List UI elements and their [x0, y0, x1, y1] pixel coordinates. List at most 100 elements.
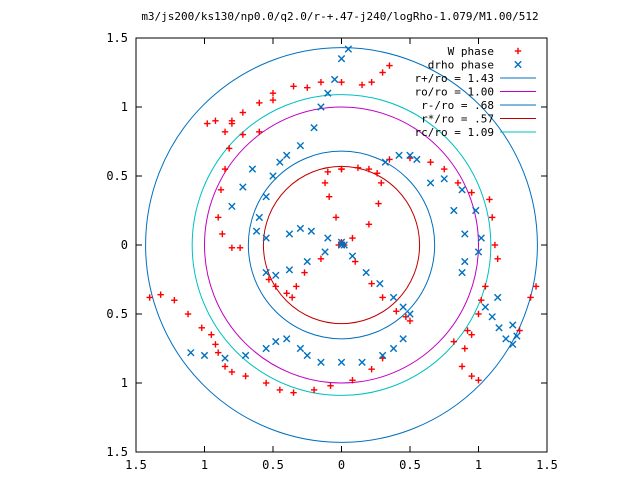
series-0-point	[290, 83, 297, 90]
series-1-point	[310, 124, 318, 132]
series-0-point	[215, 349, 222, 356]
series-0-point	[491, 241, 499, 249]
series-0-point	[468, 189, 475, 196]
series-1-point	[324, 234, 332, 242]
series-0-point	[365, 165, 373, 173]
series-1-point	[378, 351, 387, 360]
series-0-point	[228, 368, 236, 376]
series-1-point	[358, 358, 366, 366]
series-1-point	[362, 268, 370, 277]
series-1-point	[413, 155, 421, 164]
series-1-point	[399, 335, 407, 343]
y-tick-label: 1.5	[106, 31, 128, 45]
legend-label: r-/ro = .68	[421, 99, 494, 112]
series-0-point	[461, 345, 468, 352]
series-1-point	[461, 257, 469, 266]
series-0-point	[219, 230, 226, 238]
series-0-point	[368, 280, 375, 287]
series-0-point	[527, 294, 534, 301]
x-tick-label: 0	[338, 458, 345, 472]
series-1-point	[276, 158, 284, 166]
series-1-point	[399, 303, 407, 311]
series-1-point	[440, 175, 448, 183]
series-1-point	[324, 89, 332, 97]
series-1-point	[477, 234, 485, 242]
series-1-point	[262, 193, 270, 201]
series-0-point	[321, 179, 329, 187]
series-0-point	[482, 283, 489, 290]
series-1-point	[458, 268, 466, 277]
series-0-point	[373, 170, 381, 177]
series-0-point	[283, 290, 290, 297]
series-1-point	[262, 268, 270, 277]
series-0-point	[468, 331, 475, 338]
series-1-point	[509, 321, 517, 329]
series-0-point	[332, 214, 340, 221]
legend-label: rc/ro = 1.09	[415, 126, 494, 139]
series-0-point	[475, 310, 482, 318]
series-0-point	[368, 366, 375, 373]
series-0-point	[228, 120, 236, 127]
series-0-point	[386, 62, 393, 69]
series-0-point	[242, 372, 249, 380]
y-tick-label: 0.5	[106, 169, 128, 183]
series-0-point	[256, 99, 263, 107]
series-1-point	[481, 303, 490, 311]
series-0-point	[215, 214, 222, 221]
series-0-point	[217, 186, 225, 193]
series-1-point	[389, 344, 398, 353]
legend-label: r*/ro = .57	[421, 113, 494, 126]
series-0-point	[532, 283, 540, 290]
series-1-point	[262, 344, 270, 353]
series-1-point	[502, 335, 510, 343]
series-0-point	[379, 69, 386, 76]
series-1-point	[509, 340, 517, 349]
series-1-point	[285, 266, 294, 274]
series-1-point	[272, 271, 280, 280]
series-1-point	[187, 348, 195, 357]
series-0-point	[146, 294, 153, 301]
series-1-point	[395, 151, 403, 159]
series-0-point	[293, 283, 300, 290]
series-0-point	[221, 128, 229, 136]
series-1-point	[406, 310, 414, 318]
series-1-point	[376, 279, 384, 288]
y-tick-label: 0	[121, 238, 128, 252]
series-0-point	[228, 244, 236, 251]
series-1-point	[493, 293, 502, 302]
series-0-point	[304, 84, 311, 91]
series-0-point	[221, 363, 229, 370]
series-1-point	[317, 358, 325, 366]
chart-title: m3/js200/ks130/np0.0/q2.0/r-+.47-j240/lo…	[141, 10, 538, 23]
series-1-point	[228, 202, 236, 211]
circle-4	[191, 94, 492, 396]
series-0-point	[256, 128, 263, 136]
series-0-point	[239, 131, 247, 138]
series-1-point	[296, 224, 305, 233]
series-1-point	[296, 344, 305, 353]
series-0-point	[464, 327, 471, 334]
series-0-point	[379, 294, 386, 301]
series-1-point	[337, 358, 346, 366]
series-1-point	[472, 206, 480, 215]
x-tick-label: 0.5	[262, 458, 284, 472]
series-0-point	[475, 377, 482, 384]
series-1-point	[340, 241, 348, 249]
series-0-point	[157, 291, 164, 298]
series-1-point	[381, 158, 390, 166]
series-1-point	[296, 141, 305, 150]
series-1-point	[241, 351, 250, 360]
series-1-point	[348, 252, 357, 260]
series-0-point	[458, 363, 466, 370]
series-1-point	[255, 213, 263, 222]
series-0-point	[236, 244, 244, 251]
series-1-point	[495, 324, 503, 332]
series-1-point	[252, 227, 261, 235]
series-0-point	[486, 196, 493, 203]
series-0-point	[354, 164, 362, 171]
series-0-point	[327, 382, 334, 389]
series-1-point	[303, 257, 311, 266]
series-1-point	[337, 55, 346, 63]
